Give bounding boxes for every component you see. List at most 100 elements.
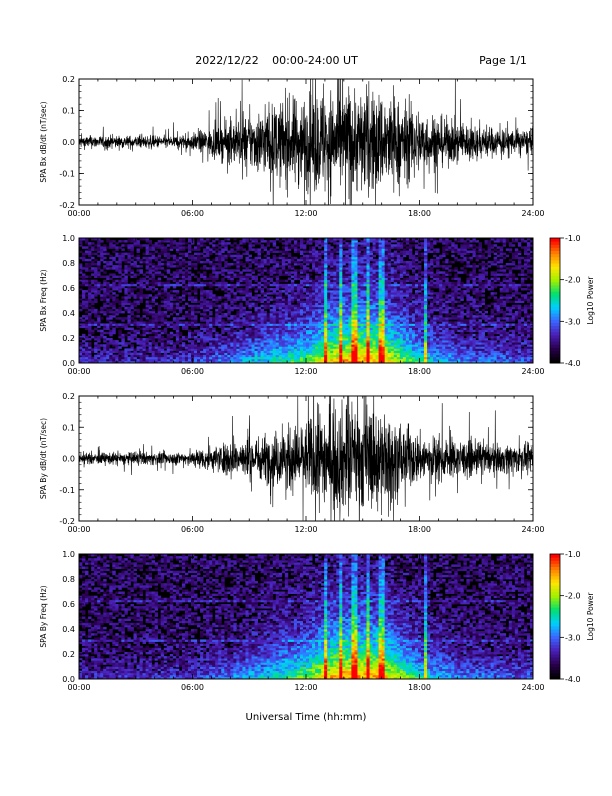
- heatmap-cell: [166, 248, 171, 251]
- heatmap-cell: [378, 346, 383, 349]
- heatmap-cell: [299, 258, 304, 262]
- heatmap-cell: [245, 267, 249, 270]
- heatmap-cell: [375, 321, 380, 324]
- heatmap-cell: [148, 331, 153, 335]
- heatmap-cell: [299, 283, 304, 287]
- heatmap-cell: [306, 298, 310, 301]
- heatmap-cell: [281, 308, 286, 312]
- heatmap-cell: [378, 329, 383, 333]
- heatmap-cell: [293, 294, 298, 297]
- heatmap-cell: [372, 250, 377, 253]
- heatmap-cell: [327, 260, 331, 264]
- heatmap-cell: [348, 281, 352, 285]
- heatmap-cell: [194, 292, 198, 295]
- heatmap-cell: [187, 313, 192, 316]
- heatmap-cell: [266, 258, 271, 262]
- heatmap-cell: [233, 275, 237, 278]
- heatmap-cell: [139, 244, 143, 247]
- heatmap-cell: [88, 248, 92, 251]
- heatmap-cell: [396, 254, 401, 258]
- heatmap-cell: [293, 360, 298, 363]
- heatmap-cell: [354, 350, 358, 353]
- heatmap-cell: [97, 338, 101, 341]
- heatmap-cell: [284, 317, 289, 320]
- heatmap-cell: [339, 238, 343, 241]
- heatmap-cell: [85, 325, 89, 328]
- heatmap-cell: [97, 325, 101, 328]
- heatmap-cell: [184, 275, 189, 278]
- heatmap-cell: [112, 329, 116, 333]
- heatmap-cell: [212, 352, 216, 356]
- heatmap-cell: [154, 352, 159, 356]
- heatmap-cell: [82, 279, 86, 283]
- heatmap-cell: [85, 263, 89, 266]
- heatmap-cell: [287, 340, 292, 343]
- heatmap-cell: [124, 308, 128, 312]
- heatmap-cell: [378, 352, 383, 356]
- heatmap-cell: [369, 292, 373, 295]
- heatmap-cell: [381, 344, 386, 347]
- heatmap-cell: [178, 300, 183, 303]
- heatmap-cell: [372, 350, 377, 353]
- heatmap-cell: [127, 296, 131, 299]
- heatmap-cell: [133, 294, 137, 297]
- heatmap-cell: [342, 315, 346, 318]
- heatmap-cell: [378, 296, 383, 299]
- heatmap-cell: [163, 283, 168, 287]
- heatmap-cell: [169, 342, 174, 345]
- heatmap-cell: [203, 248, 207, 251]
- heatmap-cell: [287, 327, 292, 331]
- heatmap-cell: [130, 344, 134, 347]
- heatmap-cell: [190, 346, 195, 349]
- heatmap-cell: [85, 290, 89, 293]
- heatmap-cell: [281, 306, 286, 310]
- heatmap-cell: [312, 308, 316, 312]
- heatmap-cell: [321, 298, 325, 301]
- heatmap-cell: [224, 360, 228, 363]
- heatmap-cell: [299, 352, 304, 356]
- heatmap-cell: [157, 306, 162, 310]
- heatmap-cell: [224, 338, 228, 341]
- heatmap-cell: [387, 319, 392, 322]
- heatmap-cell: [178, 348, 183, 351]
- heatmap-cell: [345, 335, 349, 339]
- heatmap-cell: [166, 356, 171, 360]
- heatmap-cell: [200, 300, 204, 303]
- heatmap-cell: [278, 265, 283, 268]
- heatmap-cell: [133, 296, 137, 299]
- heatmap-cell: [384, 260, 389, 264]
- heatmap-cell: [284, 242, 289, 245]
- heatmap-cell: [109, 304, 113, 308]
- heatmap-cell: [260, 346, 265, 349]
- heatmap-cell: [363, 271, 367, 274]
- heatmap-cell: [136, 354, 140, 358]
- heatmap-cell: [390, 240, 395, 243]
- heatmap-cell: [175, 338, 180, 341]
- heatmap-cell: [169, 313, 174, 316]
- heatmap-cell: [112, 288, 116, 291]
- heatmap-cell: [390, 271, 395, 274]
- heatmap-cell: [375, 244, 380, 247]
- heatmap-cell: [145, 350, 150, 353]
- heatmap-cell: [160, 263, 165, 266]
- heatmap-cell: [390, 313, 395, 316]
- heatmap-cell: [366, 279, 370, 283]
- heatmap-cell: [369, 356, 373, 360]
- heatmap-cell: [324, 356, 328, 360]
- heatmap-cell: [257, 248, 261, 251]
- heatmap-cell: [278, 271, 283, 274]
- heatmap-cell: [118, 331, 122, 335]
- heatmap-cell: [206, 360, 210, 363]
- heatmap-cell: [315, 288, 319, 291]
- heatmap-cell: [351, 352, 355, 356]
- heatmap-cell: [254, 296, 258, 299]
- heatmap-cell: [351, 308, 355, 312]
- heatmap-cell: [203, 346, 207, 349]
- heatmap-cell: [399, 333, 404, 337]
- heatmap-cell: [360, 327, 364, 331]
- heatmap-cell: [375, 292, 380, 295]
- heatmap-cell: [218, 263, 222, 266]
- heatmap-cell: [345, 258, 349, 262]
- heatmap-cell: [121, 350, 125, 353]
- heatmap-cell: [181, 290, 186, 293]
